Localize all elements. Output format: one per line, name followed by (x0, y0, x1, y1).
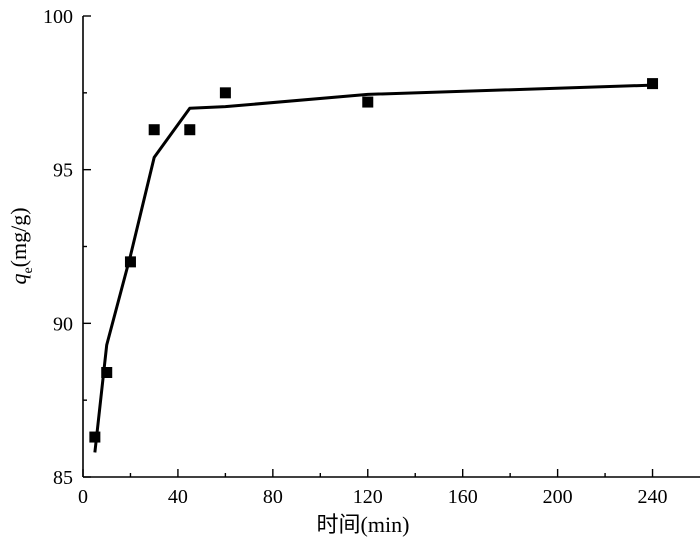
fit-curve-line (93, 83, 653, 453)
y-axis-title-q: q (6, 274, 31, 285)
fit-curve-group (93, 83, 653, 453)
data-markers-group (89, 78, 659, 443)
data-point-marker (101, 367, 113, 379)
y-axis-title-unit: (mg/g) (6, 207, 31, 267)
y-tick-label: 85 (53, 467, 73, 489)
x-tick-label: 240 (638, 486, 668, 508)
data-point-marker (219, 87, 231, 99)
x-tick-label: 80 (263, 486, 283, 508)
x-tick-label: 120 (353, 486, 383, 508)
data-point-marker (124, 256, 136, 268)
data-point-marker (89, 431, 101, 443)
y-tick-label: 100 (43, 6, 73, 28)
y-axis-title: qe(mg/g) (6, 207, 36, 284)
data-point-marker (148, 124, 160, 136)
y-axis-title-subscript: e (21, 267, 36, 273)
x-tick-label: 40 (168, 486, 188, 508)
x-tick-label: 200 (543, 486, 573, 508)
data-point-marker (362, 96, 374, 108)
axes: 0 40 80 120 160 200 240 85 90 95 100 (43, 6, 700, 508)
x-tick-label: 160 (448, 486, 478, 508)
y-tick-label: 95 (53, 160, 73, 182)
data-point-marker (647, 78, 659, 90)
x-tick-label: 0 (78, 486, 88, 508)
y-tick-label: 90 (53, 313, 73, 335)
data-point-marker (184, 124, 196, 136)
x-axis-title: 时间(min) (317, 512, 410, 537)
